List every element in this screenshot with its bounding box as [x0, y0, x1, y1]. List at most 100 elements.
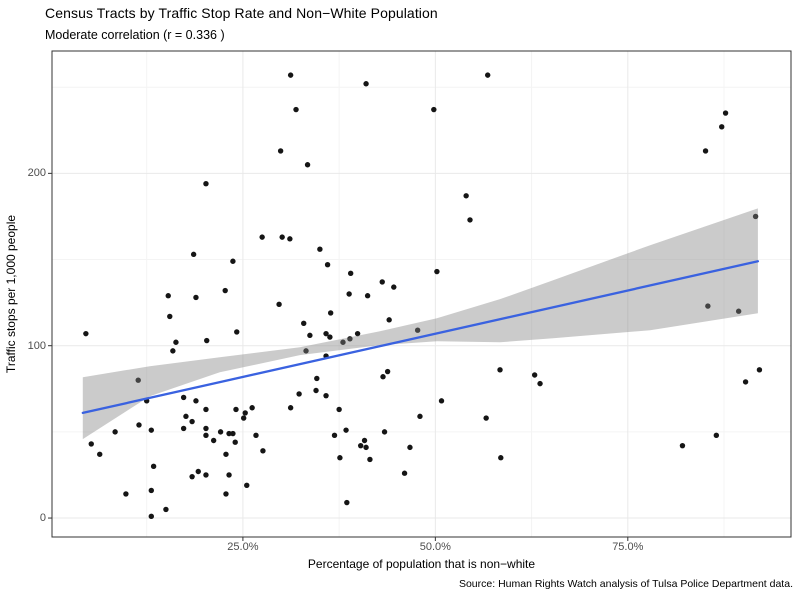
data-point	[287, 72, 294, 78]
y-axis-title: Traffic stops per 1,000 people	[4, 214, 18, 374]
data-point	[340, 339, 346, 345]
data-point	[346, 291, 352, 297]
data-point	[463, 193, 469, 199]
data-point	[483, 415, 489, 421]
data-point	[193, 294, 199, 301]
chart-subtitle: Moderate correlation (r = 0.336 )	[45, 28, 225, 42]
data-point	[249, 405, 255, 411]
data-point	[193, 398, 199, 404]
data-point	[189, 418, 195, 425]
data-point	[438, 398, 445, 404]
data-point	[253, 432, 259, 439]
data-point	[189, 473, 195, 480]
data-point	[230, 258, 236, 264]
data-point	[232, 439, 238, 445]
data-point	[317, 246, 323, 252]
data-point	[259, 234, 265, 240]
data-point	[190, 251, 197, 258]
data-point	[112, 429, 118, 435]
data-point	[324, 262, 331, 268]
data-point	[363, 81, 369, 87]
data-point	[277, 148, 284, 154]
data-point	[485, 72, 491, 78]
data-point	[756, 367, 763, 373]
data-point	[226, 472, 232, 478]
data-point	[742, 379, 749, 385]
data-point	[88, 441, 94, 447]
data-point	[183, 413, 189, 420]
data-point	[735, 308, 742, 314]
data-point	[135, 377, 141, 383]
data-point	[401, 470, 408, 476]
data-point	[203, 406, 209, 413]
y-tick-label: 200	[27, 167, 46, 180]
data-point	[303, 348, 309, 354]
data-point	[467, 217, 473, 223]
data-point	[323, 392, 329, 399]
data-point	[323, 330, 329, 337]
data-point	[148, 513, 155, 520]
data-point	[148, 487, 155, 494]
x-tick-label: 75.0%	[612, 541, 644, 553]
data-point	[296, 391, 302, 397]
data-point	[327, 310, 334, 316]
data-point	[223, 491, 229, 497]
data-point	[343, 427, 349, 433]
data-point	[347, 336, 353, 342]
data-point	[242, 410, 248, 416]
data-point	[364, 293, 371, 299]
source-caption: Source: Human Rights Watch analysis of T…	[458, 578, 793, 590]
data-point	[722, 110, 729, 116]
data-point	[150, 463, 157, 470]
data-point	[337, 455, 343, 461]
data-point	[203, 472, 209, 478]
data-point	[336, 406, 342, 413]
data-point	[167, 313, 173, 320]
data-point	[83, 330, 89, 337]
data-point	[260, 448, 266, 454]
data-point	[705, 303, 711, 309]
data-point	[363, 444, 369, 451]
data-point	[713, 432, 720, 439]
data-point	[327, 334, 333, 340]
data-point	[301, 320, 307, 326]
data-point	[344, 499, 350, 506]
data-point	[279, 234, 285, 240]
data-point	[230, 430, 236, 437]
data-point	[434, 268, 440, 275]
data-point	[313, 387, 319, 394]
y-tick-label: 100	[27, 339, 46, 352]
data-point	[287, 236, 293, 242]
data-point	[497, 367, 503, 373]
data-point	[417, 413, 423, 420]
data-point	[276, 301, 282, 308]
data-point	[240, 415, 247, 421]
data-point	[357, 442, 364, 449]
data-point	[170, 348, 176, 354]
data-point	[293, 106, 299, 113]
data-point	[386, 317, 392, 323]
data-point	[123, 491, 129, 497]
data-point	[407, 444, 413, 451]
data-point	[226, 430, 232, 437]
data-point	[195, 468, 201, 475]
data-point	[531, 372, 538, 378]
data-point	[381, 429, 388, 435]
data-point	[234, 329, 240, 335]
data-point	[203, 432, 209, 439]
data-point	[233, 406, 239, 413]
data-point	[203, 425, 209, 432]
panel-border	[51, 50, 792, 538]
data-point	[210, 437, 217, 444]
y-tick-label: 0	[39, 512, 46, 525]
data-point	[304, 162, 311, 168]
data-point	[384, 368, 391, 375]
data-point	[173, 339, 179, 345]
data-point	[180, 425, 187, 432]
data-point	[498, 455, 504, 461]
data-point	[148, 427, 155, 433]
data-point	[204, 337, 210, 344]
data-point	[354, 330, 361, 337]
